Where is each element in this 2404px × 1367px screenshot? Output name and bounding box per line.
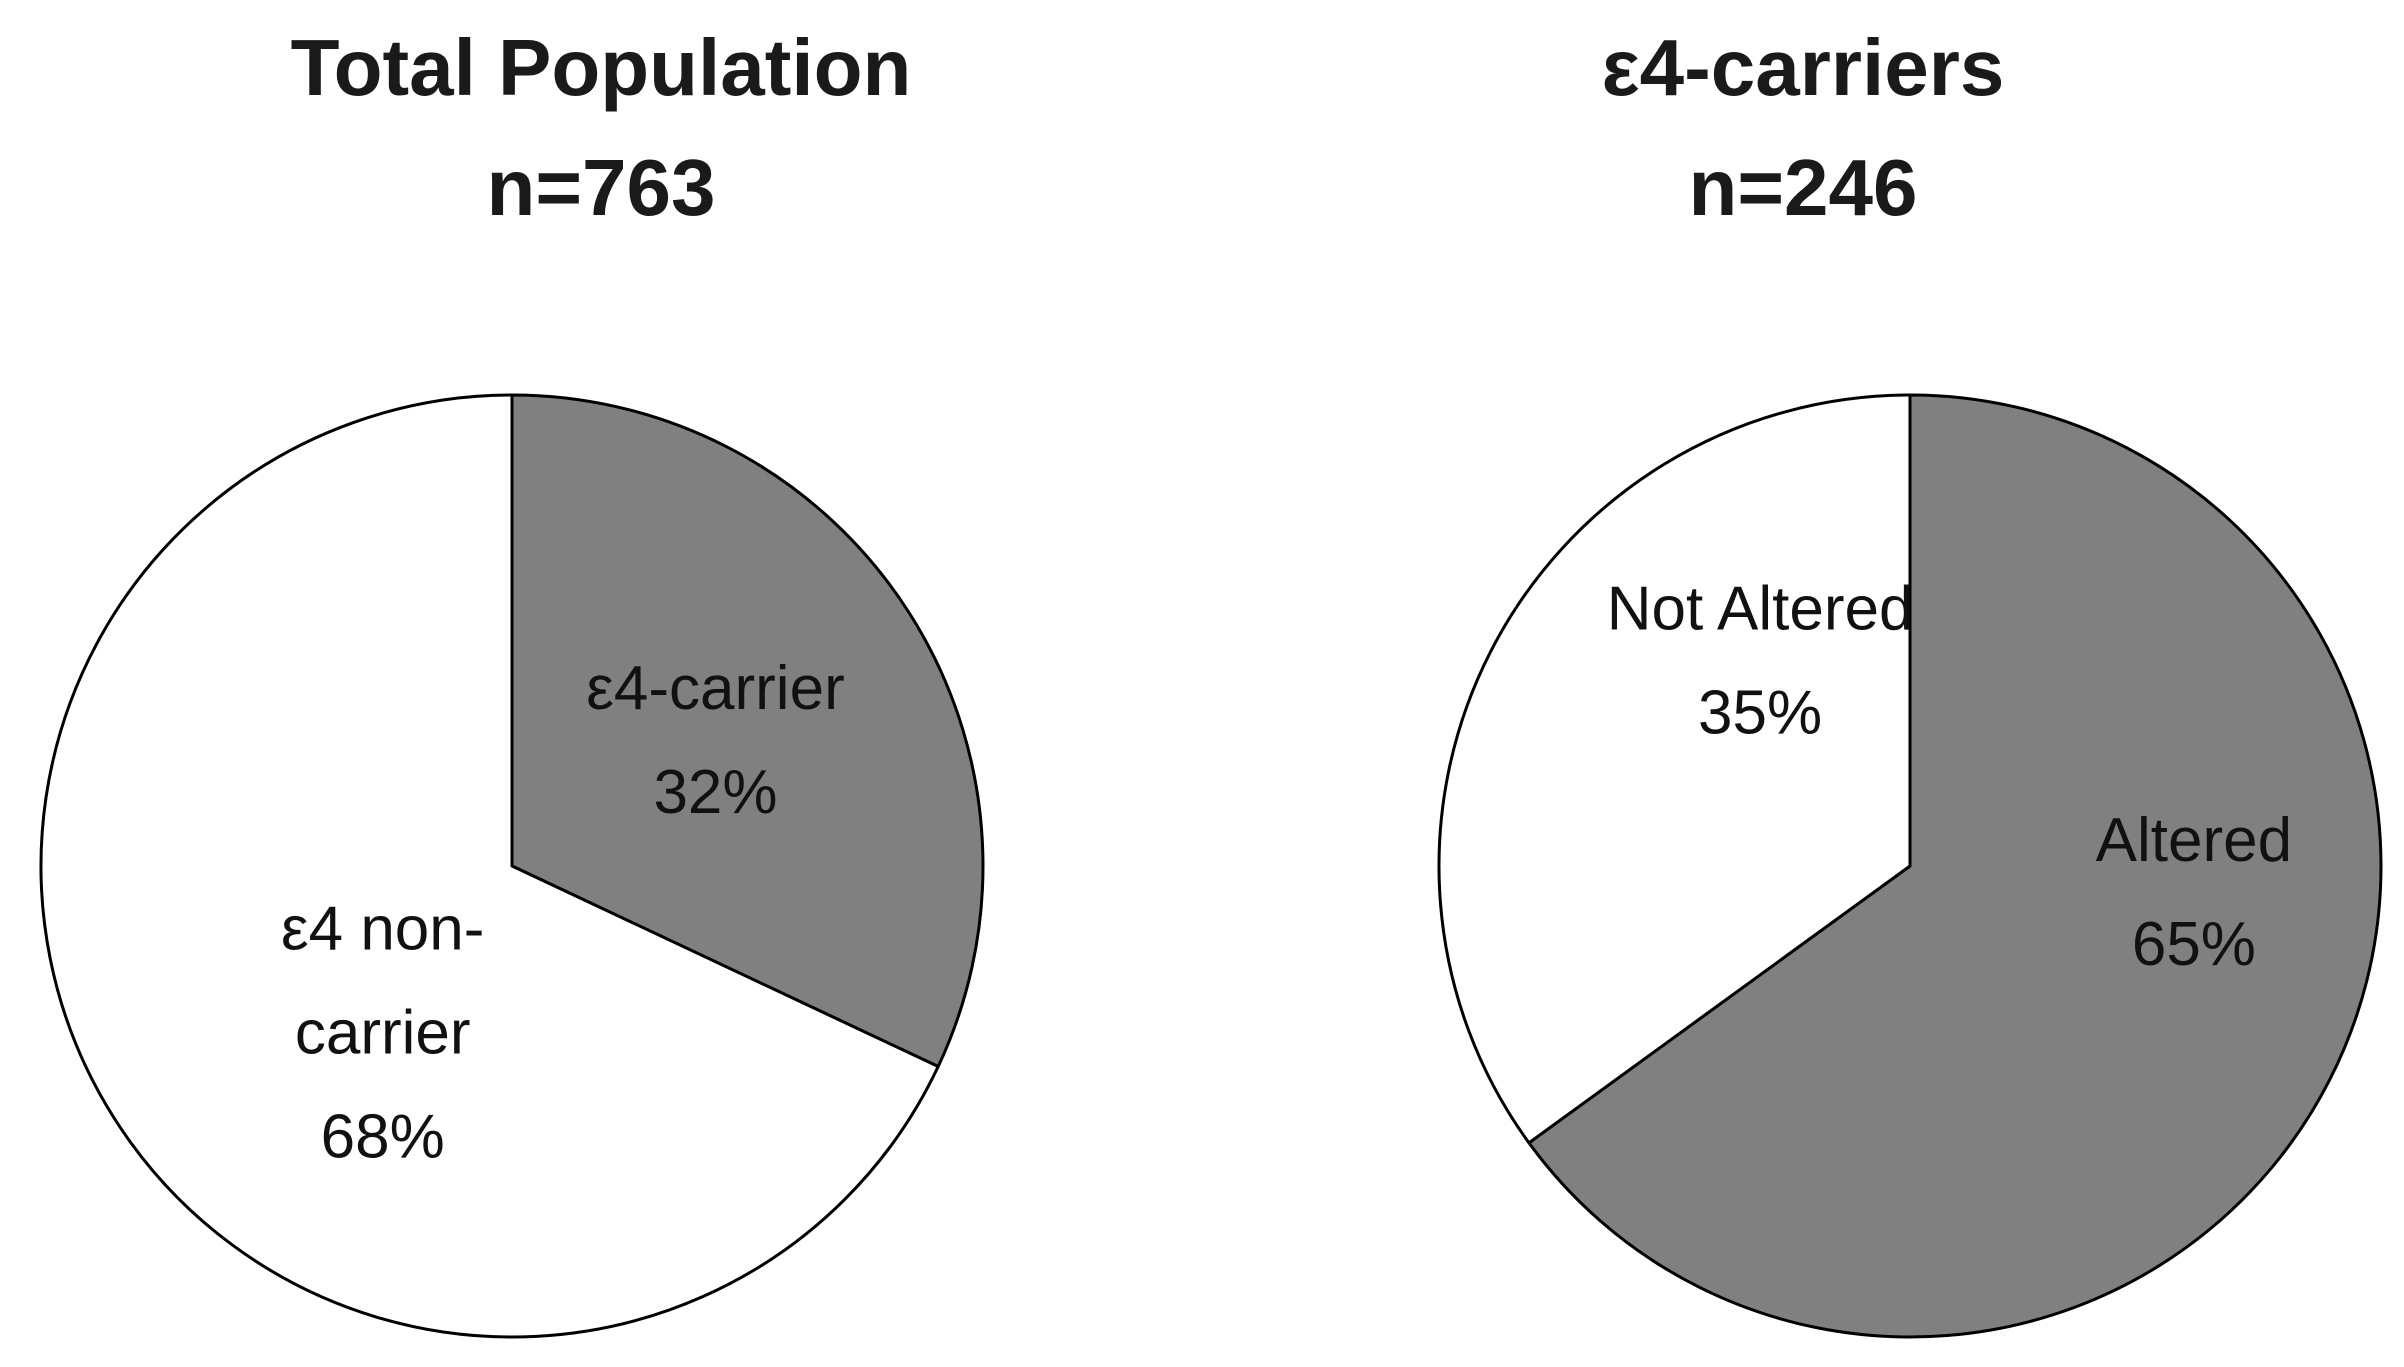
- chart-subtitle: n=763: [486, 143, 716, 232]
- chart-title: Total Population: [290, 23, 912, 112]
- slice-label-value: 32%: [653, 758, 777, 827]
- chart-title: ε4-carriers: [1601, 23, 2005, 112]
- pie-slice: [1437, 393, 1912, 1145]
- chart-subtitle: n=246: [1688, 143, 1918, 232]
- pie-chart-total-population: Total Population n=763 ε4-carrier 32% ε4 n…: [39, 23, 985, 1339]
- pie-slice: [39, 393, 940, 1339]
- slice-label-value: 65%: [2132, 910, 2256, 979]
- slice-label: ε4 non-carrier 68%: [281, 895, 484, 1172]
- slice-label: ε4-carrier 32%: [586, 654, 844, 827]
- pie-plot-area: ε4-carrier 32% ε4 non-carrier 68%: [39, 393, 985, 1339]
- slice-label-name: Not Altered: [1607, 575, 1914, 644]
- slice-label-name: carrier: [295, 999, 471, 1068]
- slice-label-name: ε4 non-: [281, 895, 484, 964]
- slice-label-name: ε4-carrier: [586, 654, 844, 723]
- slice-label-value: 68%: [321, 1103, 445, 1172]
- slice-label-value: 35%: [1698, 679, 1822, 748]
- slice-label: Not Altered 35%: [1607, 575, 1914, 748]
- pie-plot-area: Altered 65% Not Altered 35%: [1437, 393, 2383, 1339]
- pie-slice: [510, 393, 985, 1069]
- pie-slice: [1527, 393, 2383, 1339]
- slice-label: Altered 65%: [2096, 806, 2292, 979]
- pie-chart-e4-carriers: ε4-carriers n=246 Altered 65% Not Altered 3…: [1202, 0, 2404, 1367]
- slice-label-name: Altered: [2096, 806, 2292, 875]
